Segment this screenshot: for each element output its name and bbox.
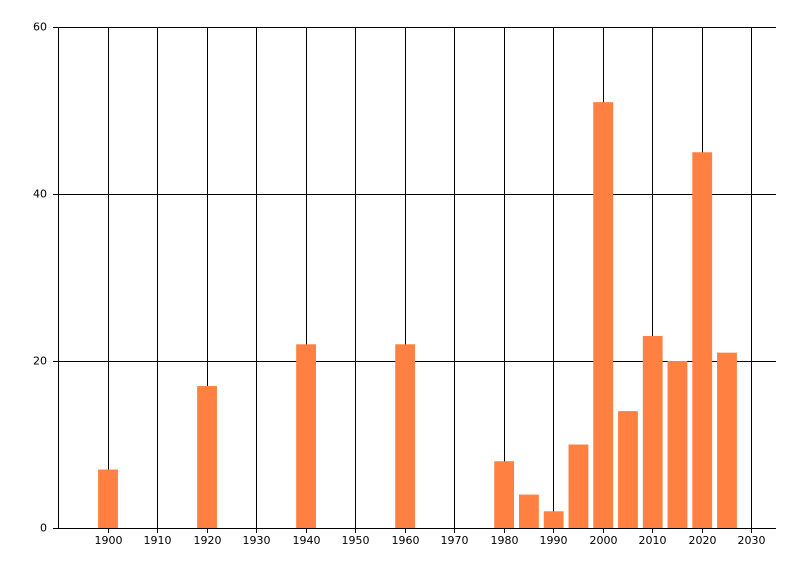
y-tick-label: 20 bbox=[33, 355, 47, 368]
bar bbox=[296, 344, 316, 528]
bar bbox=[642, 335, 663, 528]
x-tick-label: 2020 bbox=[689, 534, 717, 547]
x-tick-label: 1900 bbox=[95, 534, 123, 547]
bar bbox=[667, 361, 688, 528]
bar bbox=[717, 352, 737, 528]
y-tick-label: 60 bbox=[33, 21, 47, 34]
x-tick-label: 2000 bbox=[590, 534, 618, 547]
x-tick-label: 1910 bbox=[144, 534, 172, 547]
bar bbox=[692, 152, 713, 528]
bar bbox=[618, 411, 638, 528]
bar bbox=[98, 469, 118, 528]
y-tick-label: 40 bbox=[33, 188, 47, 201]
y-tick-label: 0 bbox=[40, 522, 47, 535]
bar bbox=[519, 494, 539, 528]
x-tick-label: 1960 bbox=[392, 534, 420, 547]
x-tick-label: 2010 bbox=[639, 534, 667, 547]
x-tick-label: 1980 bbox=[491, 534, 519, 547]
x-tick-label: 1930 bbox=[243, 534, 271, 547]
x-tick-label: 1940 bbox=[293, 534, 321, 547]
x-tick-label: 2030 bbox=[738, 534, 766, 547]
bar bbox=[568, 444, 589, 528]
x-tick-label: 1970 bbox=[441, 534, 469, 547]
bar bbox=[395, 344, 416, 528]
bar bbox=[543, 511, 564, 528]
bar bbox=[197, 386, 217, 528]
bar bbox=[593, 102, 614, 529]
bar bbox=[494, 461, 515, 528]
x-tick-label: 1920 bbox=[194, 534, 222, 547]
x-tick-label: 1990 bbox=[540, 534, 568, 547]
x-tick-label: 1950 bbox=[342, 534, 370, 547]
